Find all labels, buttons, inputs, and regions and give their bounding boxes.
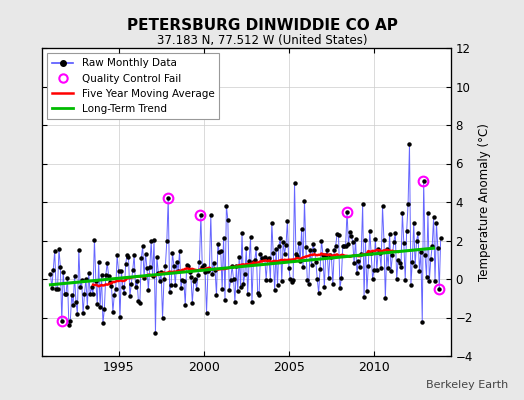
Text: Berkeley Earth: Berkeley Earth	[426, 380, 508, 390]
Y-axis label: Temperature Anomaly (°C): Temperature Anomaly (°C)	[478, 123, 492, 281]
Text: PETERSBURG DINWIDDIE CO AP: PETERSBURG DINWIDDIE CO AP	[127, 18, 397, 33]
Text: 37.183 N, 77.512 W (United States): 37.183 N, 77.512 W (United States)	[157, 34, 367, 47]
Legend: Raw Monthly Data, Quality Control Fail, Five Year Moving Average, Long-Term Tren: Raw Monthly Data, Quality Control Fail, …	[47, 53, 220, 119]
